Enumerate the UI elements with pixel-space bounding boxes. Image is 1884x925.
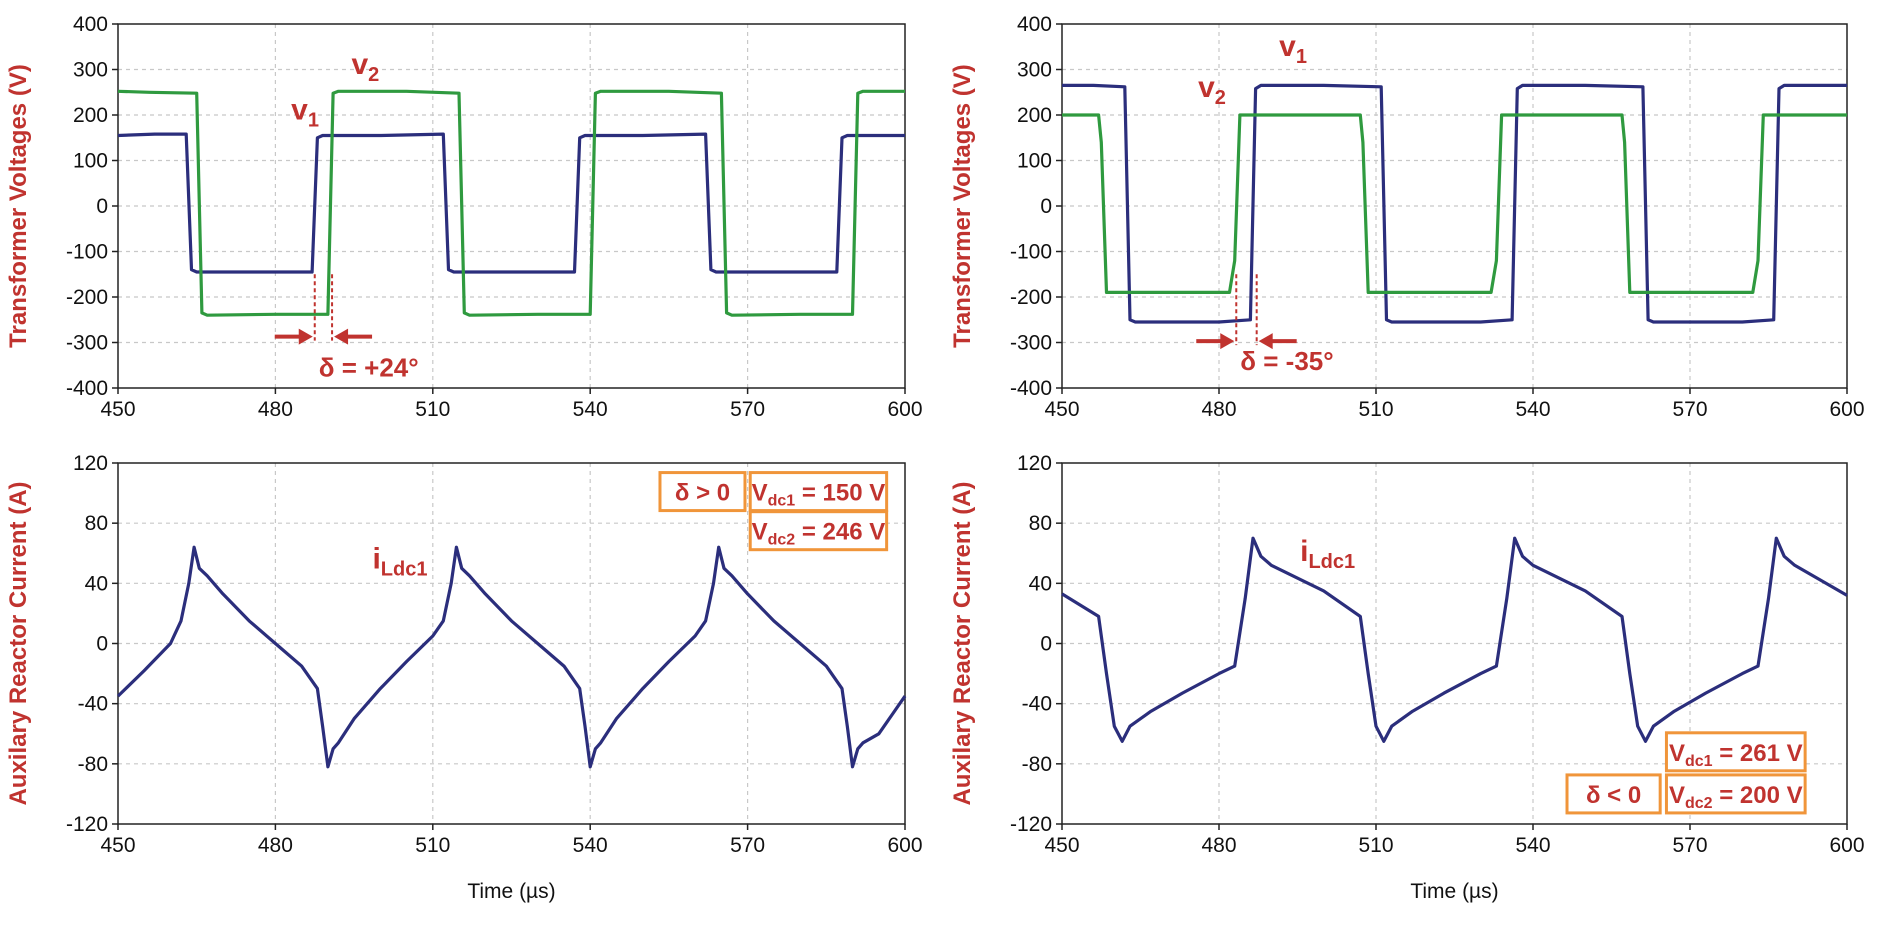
annotation-box-text: δ > 0 [675, 480, 730, 507]
series-iLdc1 [1061, 536, 1848, 743]
series-iLdc1 [116, 545, 907, 769]
x-tick-label: 510 [1358, 834, 1393, 857]
chart-panel-bl: 450 480 510 540 570 600 -120 -80 -40 0 40 80 120 Auxi… [5, 452, 923, 903]
series-v2 [1062, 113, 1847, 294]
series-v1 [117, 132, 905, 274]
y-tick-label: 120 [1017, 452, 1052, 475]
annotation-box [1565, 773, 1662, 815]
x-tick-label: 570 [730, 834, 765, 857]
y-tick-label: 120 [73, 452, 108, 475]
y-tick-label: 300 [1017, 59, 1052, 82]
series-label-v1: v1 [291, 94, 319, 132]
y-tick-label: -200 [66, 286, 108, 309]
x-tick-label: 510 [415, 398, 450, 421]
x-tick-label: 480 [1201, 834, 1236, 857]
y-tick-label: 400 [73, 13, 108, 36]
y-tick-label: -40 [1022, 693, 1052, 716]
x-tick-label: 450 [1044, 398, 1079, 421]
x-tick-label: 600 [887, 398, 922, 421]
chart-panel-tl: 450 480 510 540 570 600 -400 -300 -200 -100 0 100 20… [5, 13, 923, 421]
y-tick-label: 200 [73, 104, 108, 127]
x-tick-label: 510 [415, 834, 450, 857]
series-label-v2: v2 [1198, 71, 1226, 109]
y-tick-label: -120 [1010, 813, 1052, 836]
annotation-box [748, 510, 889, 552]
y-tick-label: -100 [1010, 241, 1052, 264]
x-tick-label: 540 [1515, 834, 1550, 857]
y-tick-label: -100 [66, 241, 108, 264]
annotation-box [1664, 731, 1807, 773]
y-tick-label: 0 [1040, 195, 1052, 218]
y-tick-label: -40 [78, 693, 108, 716]
x-tick-label: 600 [1829, 398, 1864, 421]
x-tick-label: 570 [730, 398, 765, 421]
y-tick-label: -200 [1010, 286, 1052, 309]
delta-label: δ = -35° [1240, 346, 1333, 376]
x-tick-label: 540 [1515, 398, 1550, 421]
y-tick-label: 80 [1029, 512, 1052, 535]
x-tick-label: 450 [100, 398, 135, 421]
x-tick-label: 510 [1358, 398, 1393, 421]
x-tick-label: 540 [573, 398, 608, 421]
annotation-box [1664, 773, 1807, 815]
annotation-box [658, 471, 747, 513]
y-axis-label: Transformer Voltages (V) [949, 64, 976, 348]
y-tick-label: -120 [66, 813, 108, 836]
y-axis-label: Transformer Voltages (V) [5, 64, 32, 348]
y-tick-label: 300 [73, 59, 108, 82]
chart-panel-tr: 450 480 510 540 570 600 -400 -300 -200 -100 0 100 20… [949, 13, 1865, 421]
y-tick-label: -300 [1010, 332, 1052, 355]
y-tick-label: 0 [96, 633, 108, 656]
series-v2 [117, 89, 905, 317]
x-tick-label: 540 [573, 834, 608, 857]
y-tick-label: 0 [1040, 633, 1052, 656]
y-tick-label: 400 [1017, 13, 1052, 36]
x-tick-label: 600 [887, 834, 922, 857]
y-tick-label: 100 [1017, 150, 1052, 173]
y-axis-label: Auxilary Reactor Current (A) [5, 481, 32, 805]
y-tick-label: 40 [85, 572, 108, 595]
delta-arrowhead-left [298, 328, 313, 345]
x-tick-label: 450 [100, 834, 135, 857]
x-tick-label: 600 [1829, 834, 1864, 857]
x-axis-label: Time (µs) [1410, 880, 1498, 903]
y-tick-label: -400 [1010, 377, 1052, 400]
annotation-box-text: Vdc2 = 246 V [752, 519, 886, 549]
chart-panel-br: 450 480 510 540 570 600 -120 -80 -40 0 40 80 120 Auxi… [949, 452, 1865, 903]
y-tick-label: 100 [73, 150, 108, 173]
series-label-v1: v1 [1279, 30, 1307, 68]
x-tick-label: 450 [1044, 834, 1079, 857]
y-axis-label: Auxilary Reactor Current (A) [949, 481, 976, 805]
delta-label: δ = +24° [319, 353, 419, 383]
annotation-box-text: Vdc1 = 150 V [752, 480, 886, 510]
annotation-box [748, 471, 889, 513]
series-label-v2: v2 [351, 48, 379, 86]
y-tick-label: -80 [78, 753, 108, 776]
x-tick-label: 570 [1672, 834, 1707, 857]
x-tick-label: 480 [1201, 398, 1236, 421]
y-tick-label: -400 [66, 377, 108, 400]
annotation-box-text: Vdc1 = 261 V [1669, 740, 1803, 770]
annotation-box-text: δ < 0 [1586, 782, 1641, 809]
y-tick-label: 40 [1029, 572, 1052, 595]
x-axis-label: Time (µs) [467, 880, 555, 903]
delta-arrowhead-right [1258, 333, 1273, 350]
x-tick-label: 570 [1672, 398, 1707, 421]
annotation-box-text: Vdc2 = 200 V [1669, 782, 1803, 812]
delta-arrowhead-left [1220, 333, 1235, 350]
series-v1 [1062, 83, 1847, 324]
y-tick-label: 80 [85, 512, 108, 535]
x-tick-label: 480 [258, 398, 293, 421]
x-tick-label: 480 [258, 834, 293, 857]
delta-arrowhead-right [334, 328, 349, 345]
series-label-iLdc1: iLdc1 [372, 542, 427, 580]
series-label-iLdc1: iLdc1 [1300, 535, 1355, 573]
y-tick-label: -80 [1022, 753, 1052, 776]
y-tick-label: 0 [96, 195, 108, 218]
y-tick-label: 200 [1017, 104, 1052, 127]
y-tick-label: -300 [66, 332, 108, 355]
